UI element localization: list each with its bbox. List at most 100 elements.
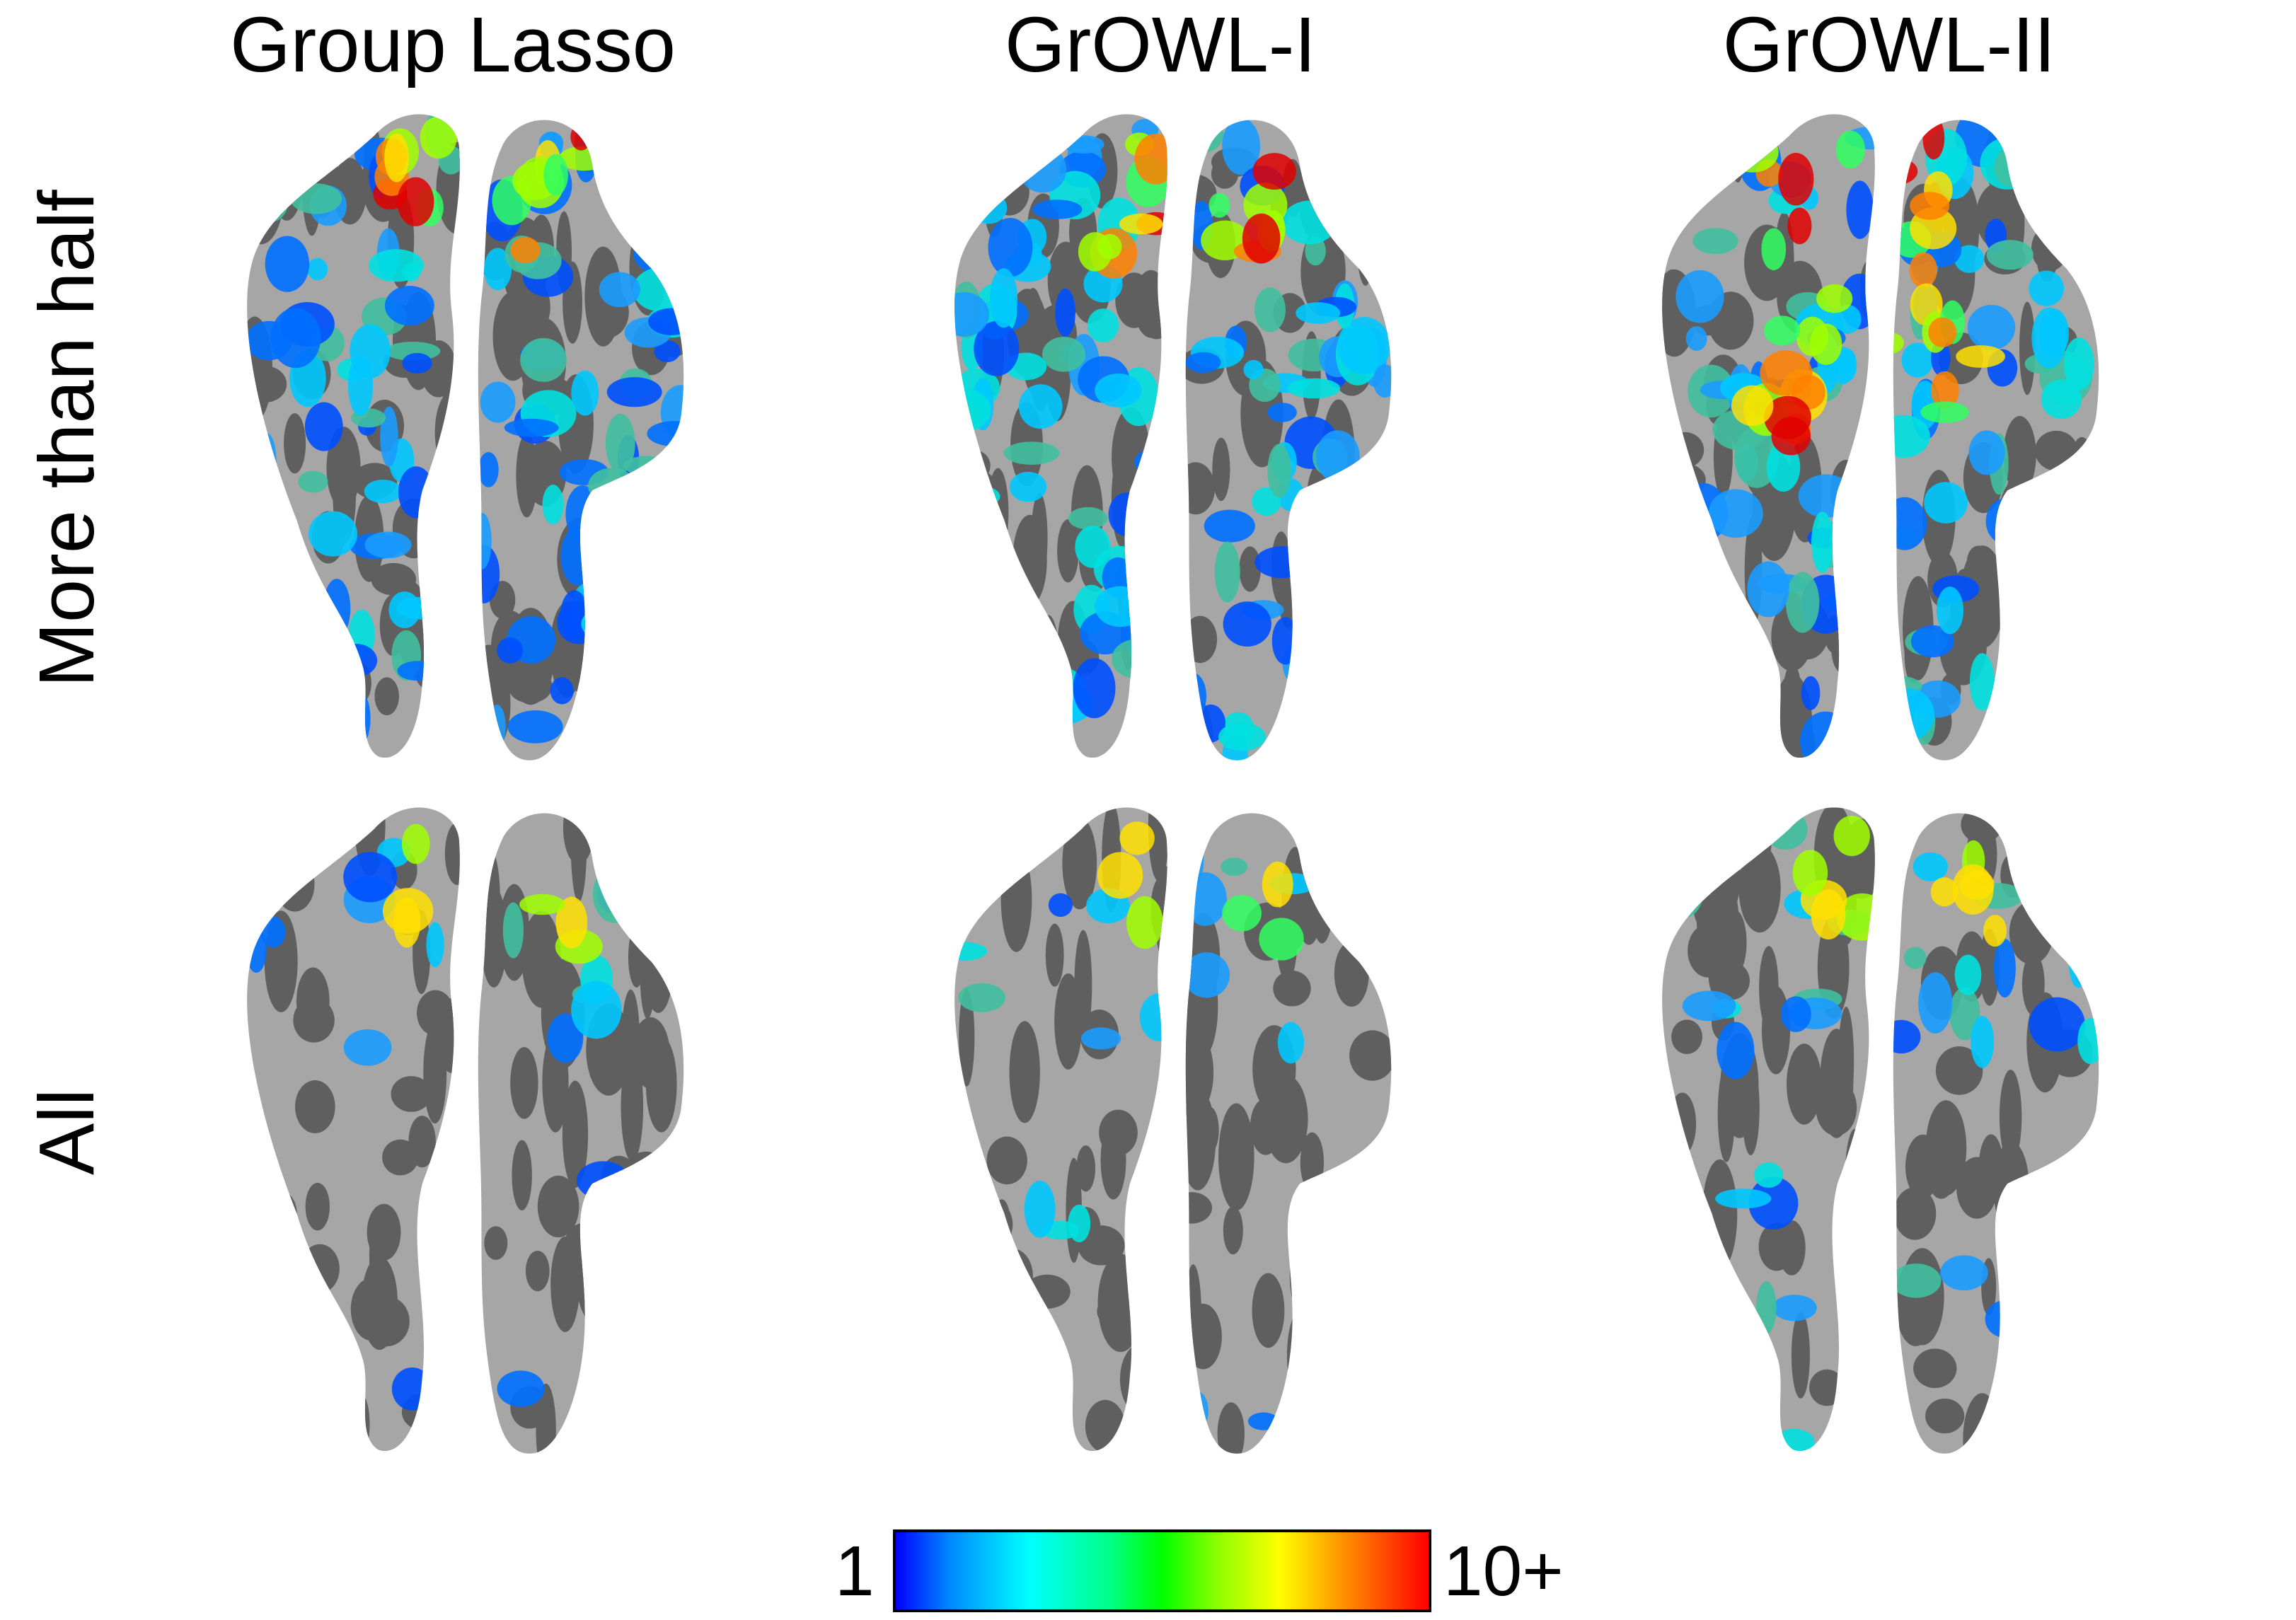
sulcus-patch	[295, 637, 335, 733]
sulcus-patch	[2041, 1382, 2064, 1427]
activation-patch	[2065, 615, 2099, 642]
sulcus-patch	[1978, 1134, 2004, 1200]
activation-patch	[1662, 192, 1686, 233]
hotspot-patch	[1893, 168, 1905, 199]
activation-patch	[364, 479, 402, 504]
activation-patch	[323, 579, 351, 638]
hotspot-patch	[1910, 192, 1950, 220]
sulcus-patch	[428, 1237, 454, 1303]
activation-patch	[1708, 489, 1763, 538]
hotspot-patch	[1930, 371, 1959, 410]
activation-patch	[954, 942, 988, 961]
sulcus-patch	[2071, 1191, 2099, 1295]
sulcus-patch	[1252, 1273, 1285, 1348]
activation-patch	[988, 218, 1033, 277]
sulcus-patch	[1300, 1132, 1325, 1193]
sulcus-patch	[441, 1286, 457, 1343]
activation-patch	[1271, 724, 1315, 748]
activation-patch	[478, 452, 499, 487]
activation-patch	[1901, 342, 1934, 378]
activation-patch	[497, 637, 524, 664]
activation-patch	[433, 640, 460, 685]
hotspot-patch	[420, 116, 457, 159]
sulcus-patch	[1045, 923, 1064, 987]
activation-patch	[1271, 617, 1299, 665]
sulcus-patch	[247, 140, 284, 245]
sulcus-patch	[1668, 1092, 1697, 1156]
sulcus-patch	[2024, 839, 2043, 896]
activation-patch	[958, 983, 1005, 1012]
activation-patch	[247, 452, 272, 514]
sulcus-patch	[628, 926, 645, 988]
sulcus-patch	[1762, 985, 1791, 1075]
hotspot-patch	[1811, 889, 1846, 940]
activation-patch	[954, 292, 990, 337]
activation-patch	[247, 496, 294, 551]
activation-patch	[1316, 180, 1354, 226]
activation-patch	[650, 189, 669, 233]
sulcus-patch	[1845, 1128, 1865, 1224]
activation-patch	[1940, 1255, 1988, 1291]
activation-patch	[1861, 437, 1875, 463]
sulcus-patch	[1353, 486, 1389, 560]
sulcus-patch	[296, 967, 330, 1036]
sulcus-patch	[1076, 1145, 1096, 1192]
activation-patch	[2014, 620, 2036, 661]
sulcus-patch	[284, 1297, 329, 1329]
sulcus-patch	[484, 1226, 508, 1260]
colorbar-max-label: 10+	[1443, 1532, 1564, 1611]
activation-patch	[397, 661, 439, 681]
hotspot-patch	[1222, 895, 1262, 932]
activation-patch	[557, 601, 600, 644]
sulcus-patch	[1669, 1339, 1697, 1428]
activation-patch	[990, 268, 1018, 328]
sulcus-patch	[1185, 1303, 1222, 1370]
sulcus-patch	[986, 529, 1013, 635]
sulcus-patch	[1361, 186, 1392, 262]
sulcus-patch	[982, 1210, 1006, 1319]
activation-patch	[265, 236, 310, 292]
activation-patch	[420, 597, 456, 616]
sulcus-patch	[1312, 493, 1339, 569]
activation-patch	[1287, 378, 1341, 399]
activation-patch	[638, 714, 671, 748]
hotspot-patch	[393, 896, 421, 948]
activation-patch	[420, 1418, 452, 1452]
activation-patch	[2039, 502, 2075, 539]
activation-patch	[1337, 316, 1391, 375]
brain-surface-svg	[954, 807, 1392, 1454]
hotspot-patch	[1833, 815, 1870, 857]
sulcus-patch	[371, 562, 417, 596]
activation-patch	[1893, 497, 1927, 550]
sulcus-patch	[579, 1242, 606, 1309]
activation-patch	[1267, 444, 1291, 498]
sulcus-patch	[1185, 615, 1218, 664]
activation-patch	[1662, 120, 1708, 161]
activation-patch	[599, 272, 640, 308]
sulcus-patch	[1809, 1369, 1845, 1406]
activation-patch	[1354, 471, 1377, 503]
sulcus-patch	[2004, 528, 2036, 560]
activation-patch	[1218, 722, 1266, 751]
activation-patch	[1662, 140, 1706, 175]
activation-patch	[1662, 598, 1698, 623]
sulcus-patch	[1239, 546, 1262, 592]
activation-patch	[1243, 359, 1264, 380]
hotspot-patch	[1252, 153, 1296, 190]
activation-patch	[1247, 1412, 1279, 1430]
activation-patch	[1223, 601, 1271, 647]
sulcus-patch	[1696, 871, 1739, 969]
sulcus-patch	[284, 413, 306, 474]
activation-patch	[1913, 852, 1948, 881]
hotspot-patch	[543, 154, 568, 196]
activation-patch	[1186, 1392, 1208, 1431]
activation-patch	[380, 406, 398, 467]
activation-patch	[335, 644, 378, 678]
sulcus-patch	[374, 677, 400, 716]
activation-patch	[974, 320, 1020, 376]
sulcus-patch	[1310, 678, 1353, 760]
sulcus-patch	[1662, 1114, 1688, 1217]
sulcus-patch	[1662, 463, 1706, 497]
activation-patch	[270, 308, 321, 369]
hotspot-patch	[1763, 316, 1801, 346]
